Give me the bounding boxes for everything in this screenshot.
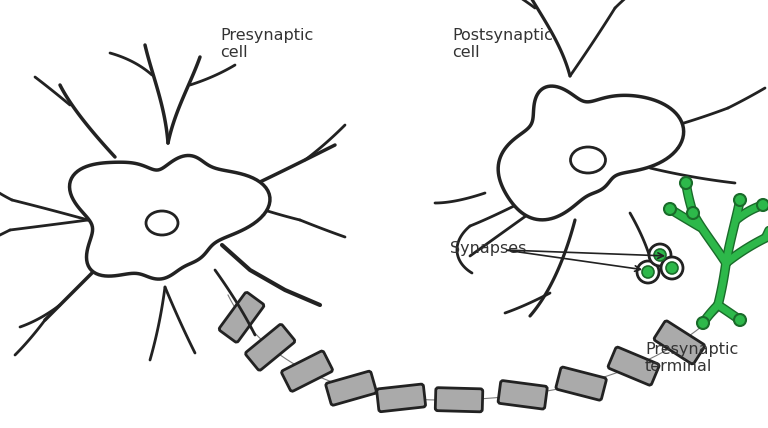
Circle shape: [642, 266, 654, 278]
FancyBboxPatch shape: [435, 388, 483, 412]
Ellipse shape: [571, 147, 605, 173]
Circle shape: [664, 203, 676, 215]
Text: Presynaptic
terminal: Presynaptic terminal: [645, 342, 738, 374]
FancyBboxPatch shape: [654, 321, 704, 364]
FancyBboxPatch shape: [377, 384, 425, 412]
FancyBboxPatch shape: [326, 371, 376, 405]
Circle shape: [734, 314, 746, 326]
Text: Synapses: Synapses: [450, 241, 526, 256]
Ellipse shape: [146, 211, 178, 235]
Text: Presynaptic
cell: Presynaptic cell: [220, 28, 313, 60]
FancyBboxPatch shape: [246, 324, 295, 370]
Circle shape: [666, 262, 678, 274]
FancyBboxPatch shape: [498, 380, 547, 409]
FancyBboxPatch shape: [608, 347, 659, 385]
Circle shape: [649, 244, 671, 266]
Text: Postsynaptic
cell: Postsynaptic cell: [452, 28, 553, 60]
Polygon shape: [498, 86, 684, 220]
Circle shape: [697, 317, 709, 329]
Circle shape: [680, 177, 692, 189]
Circle shape: [661, 257, 683, 279]
Circle shape: [654, 249, 666, 261]
FancyBboxPatch shape: [282, 351, 333, 391]
Circle shape: [687, 207, 699, 219]
Polygon shape: [70, 155, 270, 279]
FancyBboxPatch shape: [556, 367, 606, 400]
Circle shape: [734, 194, 746, 206]
FancyBboxPatch shape: [219, 292, 264, 342]
Circle shape: [637, 261, 659, 283]
Circle shape: [757, 199, 768, 211]
